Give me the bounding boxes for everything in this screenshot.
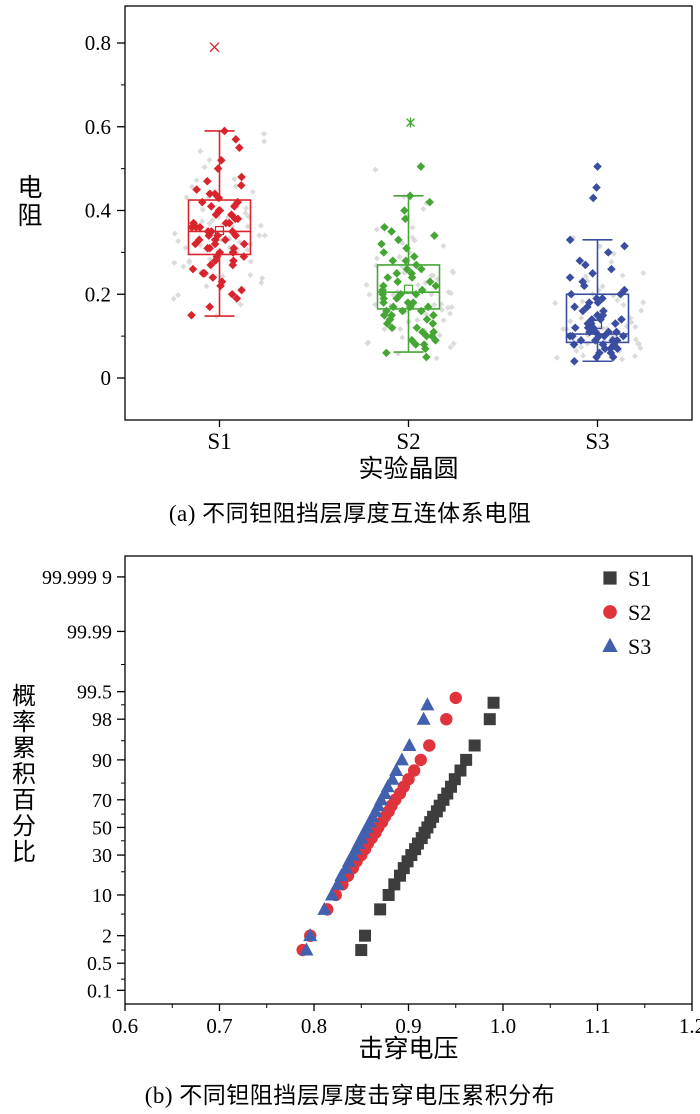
caption-a: (a) 不同钽阻挡层厚度互连体系电阻 [168, 501, 532, 526]
svg-text:实验晶圆: 实验晶圆 [358, 455, 458, 482]
svg-text:0.8: 0.8 [85, 31, 111, 55]
breakdown-probability-canvas: 99.999 9 99.99 99.5 98 90 70 50 30 10 2 0.5 0.10.6 0… [12, 555, 700, 1063]
svg-text:0.8: 0.8 [301, 1014, 327, 1038]
svg-text:0.9: 0.9 [395, 1014, 421, 1038]
svg-text:1.1: 1.1 [584, 1014, 610, 1038]
svg-text:电: 电 [17, 174, 42, 202]
svg-text:比: 比 [12, 839, 36, 866]
svg-text:10: 10 [92, 885, 112, 907]
svg-text:1.2: 1.2 [679, 1014, 700, 1038]
svg-text:0.6: 0.6 [85, 115, 111, 139]
svg-text:积: 积 [12, 761, 36, 788]
svg-text:概: 概 [12, 683, 36, 710]
svg-text:累: 累 [12, 736, 36, 762]
svg-text:S2: S2 [396, 429, 420, 454]
svg-text:S2: S2 [628, 600, 651, 625]
svg-text:50: 50 [92, 817, 112, 839]
svg-text:击穿电压: 击穿电压 [358, 1035, 458, 1063]
svg-text:率: 率 [12, 709, 36, 736]
svg-text:0.1: 0.1 [87, 980, 112, 1002]
svg-text:S3: S3 [628, 634, 651, 659]
svg-text:0.7: 0.7 [206, 1014, 232, 1038]
svg-text:99.999 9: 99.999 9 [42, 567, 112, 589]
svg-text:分: 分 [12, 813, 36, 840]
svg-text:99.99: 99.99 [67, 621, 112, 643]
svg-text:30: 30 [92, 845, 112, 867]
svg-text:0: 0 [101, 366, 112, 390]
svg-text:70: 70 [92, 790, 112, 812]
svg-text:S1: S1 [628, 566, 651, 591]
caption-b: (b) 不同钽阻挡层厚度击穿电压累积分布 [144, 1083, 556, 1108]
svg-text:0.4: 0.4 [85, 199, 112, 223]
svg-text:1.0: 1.0 [490, 1014, 516, 1038]
svg-text:0.5: 0.5 [87, 953, 112, 975]
svg-text:90: 90 [92, 750, 112, 772]
svg-text:2: 2 [102, 926, 112, 948]
svg-text:阻: 阻 [17, 203, 42, 230]
svg-text:0.2: 0.2 [85, 282, 111, 306]
svg-text:百: 百 [12, 788, 36, 814]
svg-text:0.6: 0.6 [112, 1014, 138, 1038]
svg-text:99.5: 99.5 [77, 682, 112, 704]
svg-text:S1: S1 [207, 429, 231, 454]
svg-text:S3: S3 [585, 429, 609, 454]
svg-text:98: 98 [92, 709, 112, 731]
